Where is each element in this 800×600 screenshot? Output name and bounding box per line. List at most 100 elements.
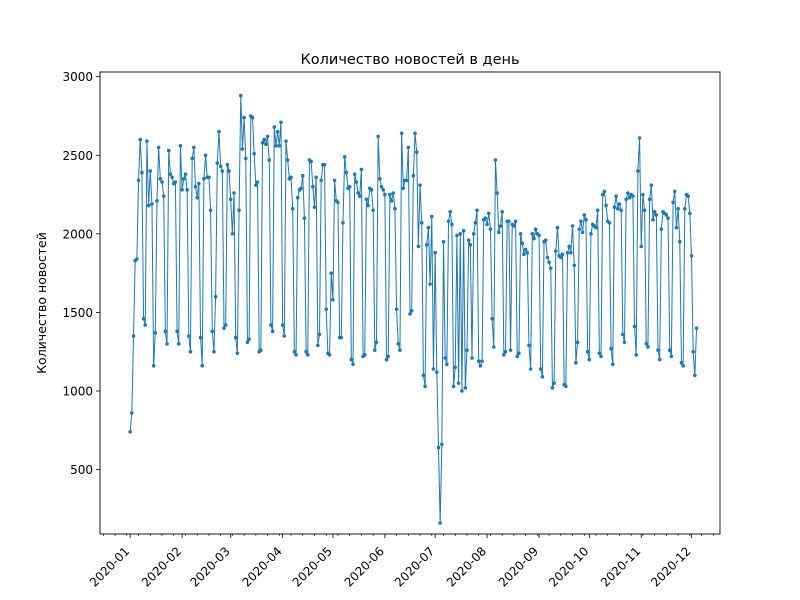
data-point [373, 348, 377, 352]
data-point [440, 442, 444, 447]
data-point [614, 194, 618, 198]
data-point [413, 131, 417, 136]
data-point [409, 309, 414, 313]
data-point [366, 203, 370, 208]
data-point [146, 203, 151, 208]
data-point [475, 208, 479, 213]
data-point [631, 194, 635, 198]
data-point [143, 323, 148, 327]
data-point [646, 345, 650, 349]
chart-title: Количество новостей в день [300, 52, 519, 68]
data-point [423, 384, 427, 389]
data-point [694, 326, 699, 330]
data-point [153, 331, 158, 335]
data-point [421, 373, 426, 378]
data-point [352, 172, 357, 176]
data-point [621, 332, 625, 337]
data-point [560, 252, 565, 257]
data-point [250, 115, 255, 120]
data-point [398, 348, 402, 352]
data-point [161, 194, 166, 198]
data-point [342, 155, 347, 159]
data-point [344, 170, 349, 175]
y-axis-label: Количество новостей [34, 232, 49, 374]
data-point [388, 192, 392, 197]
data-point [359, 167, 364, 172]
data-point [617, 202, 622, 206]
data-point [498, 224, 503, 228]
data-point [356, 191, 360, 195]
data-point [493, 158, 498, 162]
data-point [309, 159, 313, 164]
data-point [564, 384, 568, 389]
data-point [227, 169, 231, 173]
data-point [528, 367, 533, 371]
data-point [379, 184, 384, 189]
data-point [295, 195, 300, 200]
data-point [497, 230, 501, 235]
data-point [585, 349, 590, 354]
data-point [659, 227, 664, 231]
data-point [332, 178, 337, 183]
data-point [173, 180, 178, 184]
data-point [218, 164, 223, 169]
data-point [517, 351, 521, 356]
data-point [131, 334, 136, 338]
data-point [476, 359, 481, 363]
data-point [502, 353, 506, 357]
data-point [651, 217, 655, 222]
data-point [610, 362, 615, 367]
data-point [575, 340, 580, 345]
data-point [572, 263, 577, 268]
data-point [331, 298, 335, 302]
data-point [260, 140, 265, 145]
data-point [491, 345, 496, 349]
data-point [158, 177, 163, 181]
data-point [503, 349, 508, 354]
data-point [679, 360, 684, 365]
data-point [195, 195, 199, 200]
data-point [500, 210, 504, 214]
data-point [657, 357, 662, 362]
data-point [148, 169, 153, 173]
data-point [666, 216, 670, 220]
data-point [230, 232, 235, 236]
data-point [486, 211, 491, 216]
data-point [416, 244, 421, 249]
data-point [319, 178, 323, 183]
data-point [555, 225, 560, 230]
data-point [483, 216, 488, 220]
data-point [664, 213, 669, 217]
data-point [289, 175, 293, 180]
data-point [533, 227, 538, 231]
y-tick-label: 2000 [62, 227, 93, 241]
data-point [567, 244, 571, 249]
axes-frame [99, 71, 721, 535]
data-point [612, 205, 617, 209]
data-point [141, 316, 146, 321]
data-point [527, 343, 531, 348]
data-point [589, 232, 593, 236]
data-point [667, 348, 672, 352]
data-point [580, 230, 585, 235]
data-point [548, 266, 553, 271]
data-point [386, 354, 391, 359]
data-point [619, 208, 623, 213]
data-point [426, 225, 431, 230]
data-point [393, 206, 397, 211]
data-point [381, 188, 385, 192]
data-point [369, 188, 374, 192]
data-point [155, 199, 159, 203]
data-point [448, 210, 453, 214]
data-point [419, 221, 424, 225]
data-point [299, 186, 303, 191]
data-point [594, 225, 598, 230]
data-point [461, 228, 466, 233]
data-point [136, 178, 141, 183]
data-point [446, 219, 451, 224]
data-point [441, 239, 446, 244]
data-point [455, 233, 459, 238]
data-point [302, 216, 307, 220]
data-point [480, 359, 484, 363]
data-point [622, 340, 627, 345]
